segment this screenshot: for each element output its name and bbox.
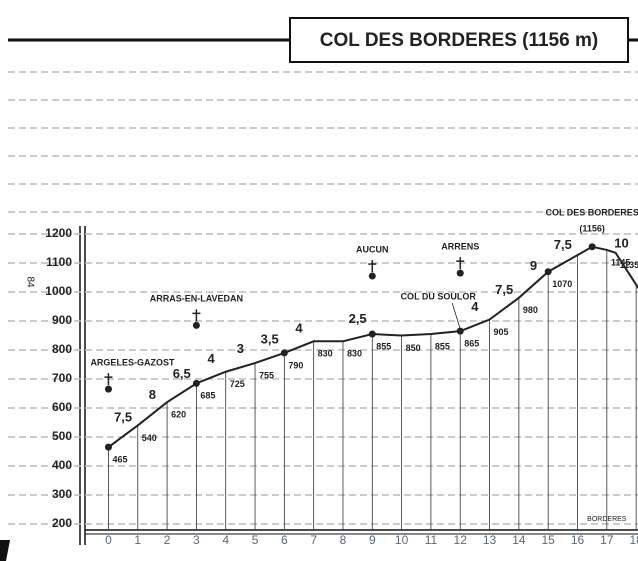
point [280, 349, 288, 357]
paper-lines [8, 71, 638, 213]
point [544, 268, 552, 276]
y-tick-label: 400 [52, 458, 72, 472]
place-icon [104, 385, 112, 393]
x-tick-label: 0 [105, 533, 112, 547]
value-label: 685 [200, 391, 215, 401]
gradient-label: 7,5 [495, 282, 513, 297]
y-tick-label: 1100 [46, 255, 72, 269]
gradient-label: 10 [614, 235, 628, 250]
gradient-label: 7,5 [114, 410, 132, 425]
value-label: (1156) [579, 223, 605, 233]
x-tick-label: 9 [369, 533, 376, 547]
value-label: 790 [288, 360, 303, 370]
gradient-label: 7,5 [554, 237, 572, 252]
value-label: 855 [435, 341, 450, 351]
x-tick-label: 17 [600, 533, 614, 547]
profile-line [107, 245, 638, 448]
x-tick-label: 3 [193, 533, 200, 547]
gradient-label: 2,5 [349, 311, 367, 326]
y-tick-label: 1000 [45, 284, 72, 298]
value-label: 850 [406, 343, 421, 353]
place-label: ARRAS-EN-LAVEDAN [150, 294, 243, 304]
value-label: 465 [112, 455, 127, 465]
y-tick-label: 500 [52, 429, 72, 443]
value-label: 620 [171, 410, 186, 420]
place-label: ARRENS [441, 242, 479, 252]
page-number: 84 [24, 276, 35, 288]
gradient-label: 4 [207, 351, 215, 366]
point [192, 379, 200, 387]
x-tick-label: 7 [310, 533, 317, 547]
y-tick-label: 900 [52, 313, 72, 327]
chart-title: COL DES BORDERES (1156 m) [320, 30, 598, 51]
place-icon [368, 272, 376, 280]
x-tick-label: 8 [340, 533, 347, 547]
place-label: BORDERES [587, 516, 627, 523]
y-tick-label: 700 [52, 371, 72, 385]
value-label: 905 [494, 327, 509, 337]
place-label: AUCUN [356, 244, 389, 254]
place-label: COL DU SOULOR [401, 292, 477, 302]
gradient-label: 6,5 [173, 366, 191, 381]
x-tick-label: 4 [222, 533, 229, 547]
x-tick-label: 14 [512, 533, 526, 547]
leader-line [451, 303, 461, 330]
x-tick-label: 16 [571, 533, 585, 547]
x-tick-label: 15 [542, 533, 556, 547]
x-tick-label: 11 [425, 533, 438, 547]
point [368, 330, 376, 338]
value-label: 725 [230, 379, 245, 389]
place-label: ARGELES-GAZOST [90, 358, 175, 368]
x-tick-label: 13 [483, 533, 497, 547]
value-label: 865 [464, 339, 479, 349]
x-tick-label: 5 [252, 533, 259, 547]
value-label: 830 [318, 349, 333, 359]
point [456, 327, 464, 335]
scan-edge [0, 540, 10, 561]
x-tick-label: 12 [454, 533, 468, 547]
y-tick-label: 200 [52, 516, 72, 530]
gradient-label: 3 [237, 341, 244, 356]
value-label: 1070 [552, 279, 572, 289]
gradient-label: 4 [295, 321, 303, 336]
y-tick-label: 600 [52, 400, 72, 414]
place-icon [192, 321, 200, 329]
gradient-label: 9 [530, 258, 537, 273]
value-label: 830 [347, 349, 362, 359]
x-tick-label: 2 [164, 533, 171, 547]
value-label: 980 [523, 305, 538, 315]
y-tick-label: 1200 [45, 226, 72, 240]
value-label: 855 [376, 341, 391, 351]
value-label: 540 [142, 433, 157, 443]
place-icon [456, 269, 464, 277]
value-label: 755 [259, 370, 274, 380]
value-label: 1135 [620, 260, 638, 270]
x-tick-label: 10 [395, 533, 409, 547]
x-tick-label: 18 [629, 533, 638, 547]
y-tick-label: 300 [52, 487, 72, 501]
gradient-label: 4 [471, 299, 479, 314]
place-label: COL DES BORDERES [545, 207, 638, 217]
x-tick-label: 1 [134, 533, 141, 547]
gradient-label: 8 [149, 387, 156, 402]
title-box [289, 17, 629, 63]
y-tick-label: 800 [52, 342, 72, 356]
point [588, 243, 596, 251]
x-tick-label: 6 [281, 533, 288, 547]
point [104, 443, 112, 451]
value-label: 1145 [611, 257, 631, 267]
gradient-label: 3,5 [261, 331, 279, 346]
